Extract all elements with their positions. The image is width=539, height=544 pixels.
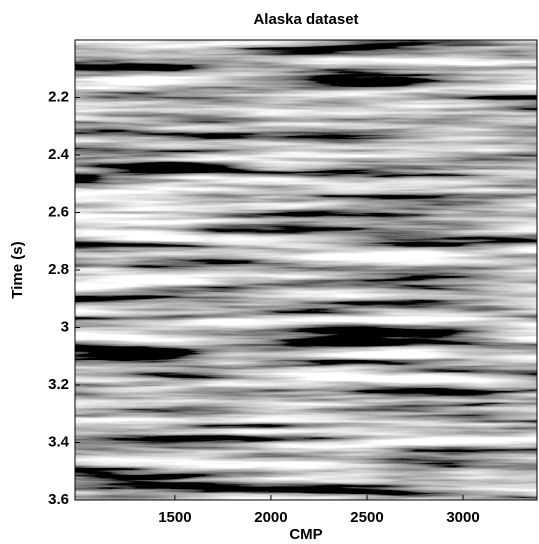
x-tick-label: 1500: [158, 509, 191, 526]
x-tick-label: 2000: [254, 509, 287, 526]
y-tick-label: 2.4: [48, 146, 70, 163]
y-axis-label: Time (s): [9, 241, 26, 298]
y-tick-label: 3: [61, 318, 69, 335]
y-tick-label: 3.6: [48, 491, 69, 508]
x-tick-label: 2500: [350, 509, 383, 526]
y-tick-label: 2.6: [48, 203, 69, 220]
x-tick-label: 3000: [446, 509, 479, 526]
seismic-image: [75, 40, 537, 500]
y-tick-label: 3.4: [48, 433, 70, 450]
y-tick-label: 3.2: [48, 376, 69, 393]
x-axis-label: CMP: [289, 526, 322, 543]
chart-title: Alaska dataset: [253, 11, 358, 28]
y-tick-label: 2.2: [48, 88, 69, 105]
y-tick-label: 2.8: [48, 261, 69, 278]
